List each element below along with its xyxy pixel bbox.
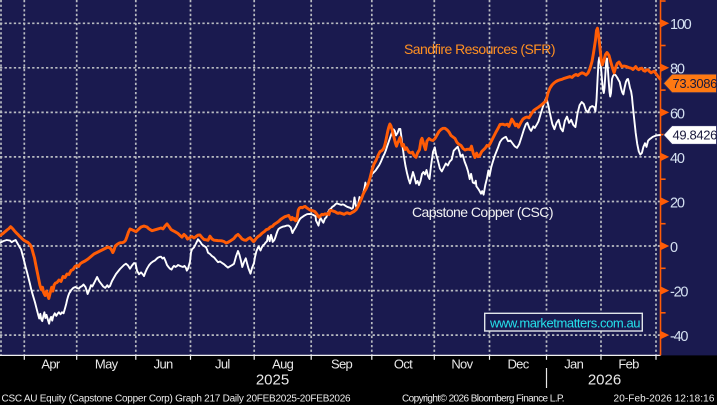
svg-text:www.marketmatters.com.au: www.marketmatters.com.au <box>489 316 640 331</box>
svg-text:73.3086: 73.3086 <box>673 76 717 91</box>
svg-text:Oct: Oct <box>394 357 413 372</box>
svg-text:CSC AU Equity (Capstone Copper: CSC AU Equity (Capstone Copper Corp) Gra… <box>2 394 352 405</box>
svg-text:20: 20 <box>670 195 685 211</box>
svg-text:May: May <box>95 357 119 372</box>
svg-text:60: 60 <box>670 106 685 122</box>
svg-text:Capstone Copper (CSC): Capstone Copper (CSC) <box>412 204 553 220</box>
svg-text:2026: 2026 <box>588 372 621 389</box>
svg-text:Jul: Jul <box>215 357 230 372</box>
svg-text:Aug: Aug <box>272 357 294 372</box>
svg-text:49.8426: 49.8426 <box>673 128 717 143</box>
svg-text:Jan: Jan <box>564 357 583 372</box>
svg-text:40: 40 <box>670 151 685 167</box>
svg-text:-40: -40 <box>670 329 688 345</box>
svg-text:Apr: Apr <box>41 357 61 372</box>
svg-text:20-Feb-2026 12:18:16: 20-Feb-2026 12:18:16 <box>614 394 715 405</box>
svg-text:Dec: Dec <box>507 357 529 372</box>
svg-text:2025: 2025 <box>256 372 289 389</box>
svg-text:-20: -20 <box>670 285 688 301</box>
svg-text:Sandfire Resources (SFR): Sandfire Resources (SFR) <box>404 41 555 57</box>
svg-text:100: 100 <box>670 17 692 33</box>
svg-text:Jun: Jun <box>154 357 173 372</box>
svg-text:0: 0 <box>670 240 678 256</box>
svg-text:Copyright© 2026 Bloomberg Fina: Copyright© 2026 Bloomberg Finance L.P. <box>402 394 564 405</box>
svg-text:Sep: Sep <box>331 357 353 372</box>
svg-text:Nov: Nov <box>451 357 473 372</box>
svg-text:Feb: Feb <box>618 357 639 372</box>
